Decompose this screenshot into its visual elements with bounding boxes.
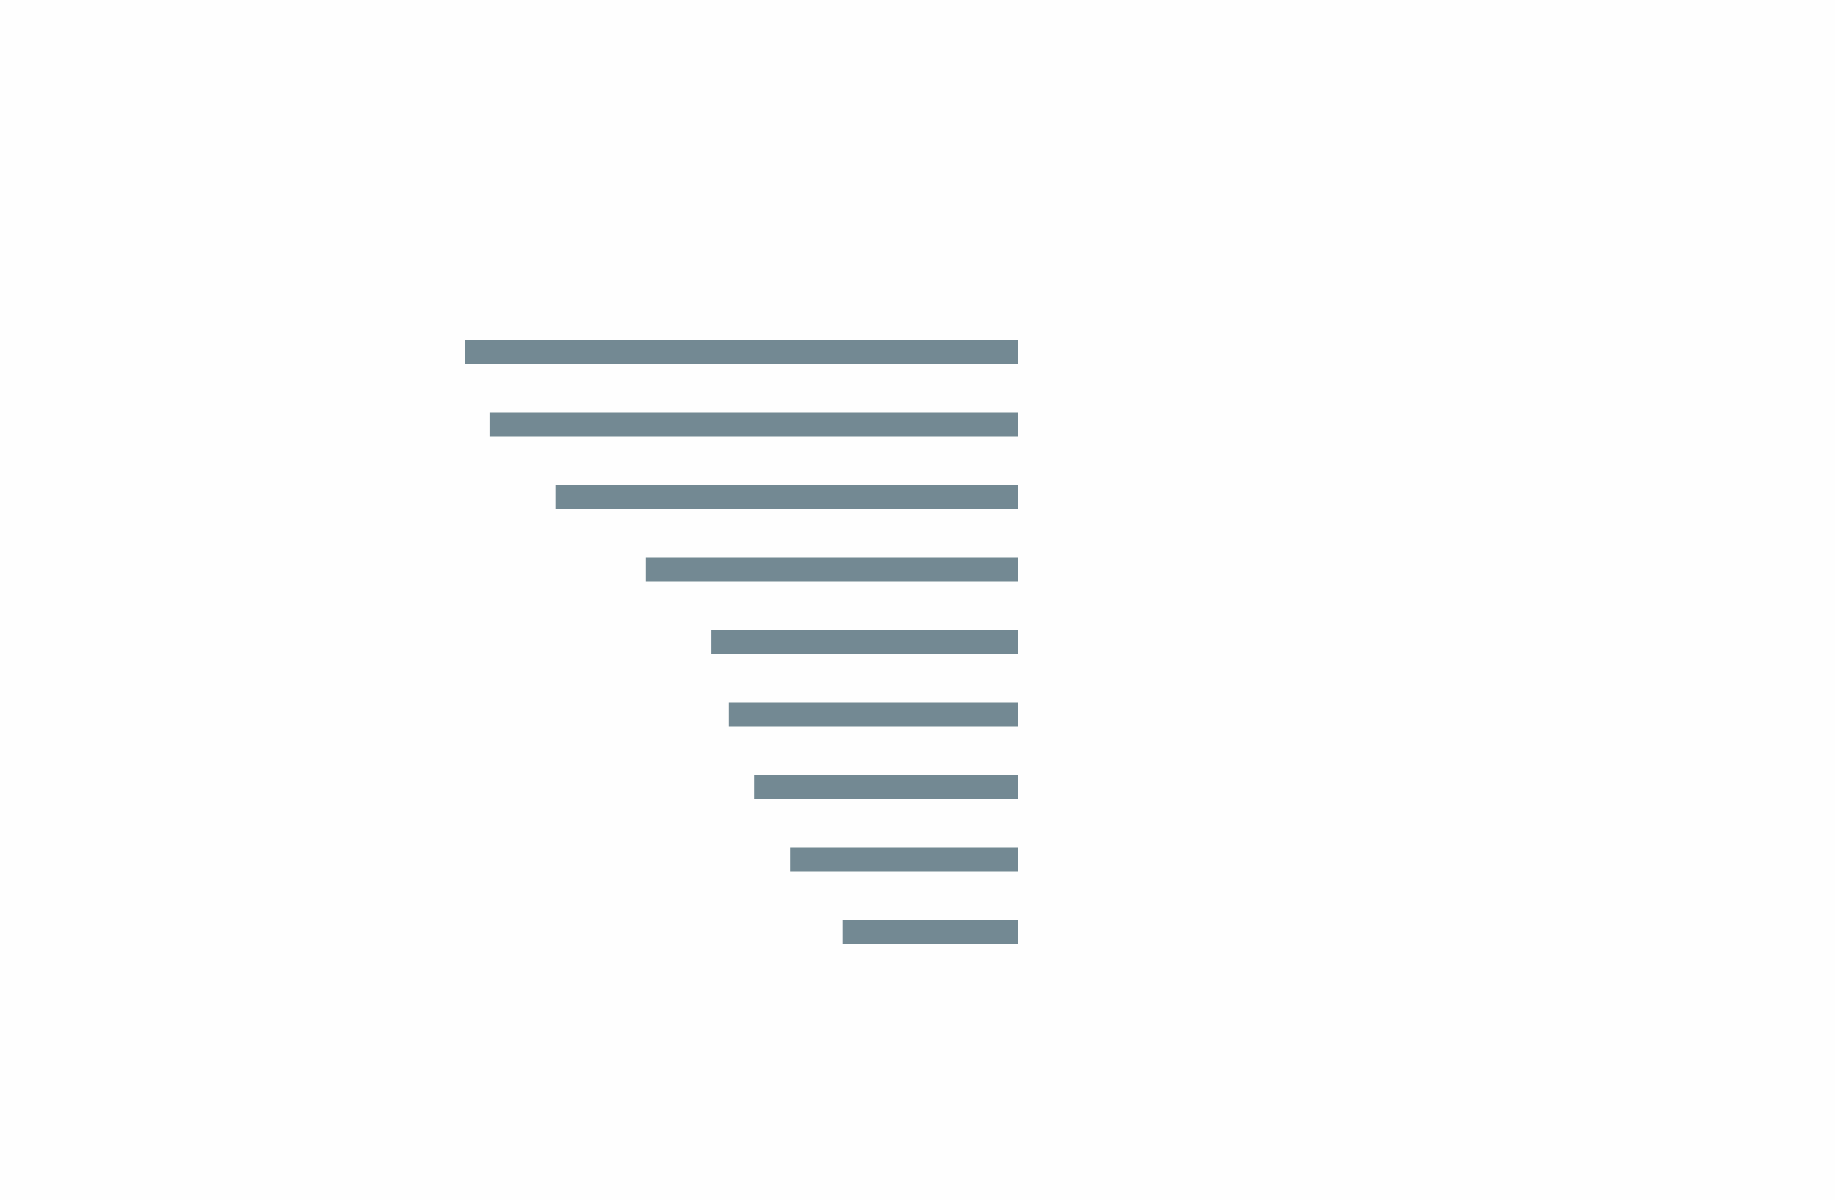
bar-9 (842, 920, 1018, 944)
bar-1 (465, 340, 1018, 364)
bar-4 (645, 557, 1018, 582)
bar-7 (754, 775, 1018, 799)
bar-3 (555, 485, 1018, 509)
bars-group (465, 340, 1018, 944)
bar-8 (790, 847, 1018, 872)
bar-5 (711, 630, 1018, 654)
bar-2 (489, 412, 1018, 437)
bar-6 (728, 702, 1018, 727)
